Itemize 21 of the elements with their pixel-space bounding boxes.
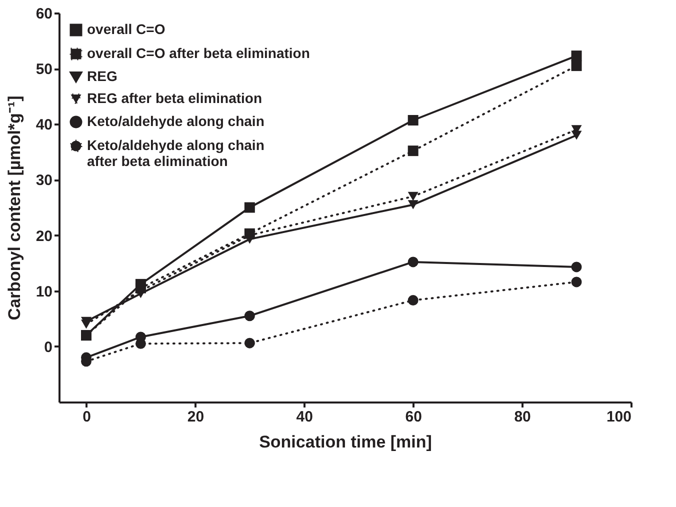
x-tick-label: 20 xyxy=(187,408,204,426)
legend-label: Keto/aldehyde along chain xyxy=(87,113,264,129)
legend-label: Keto/aldehyde along chain after beta elimination xyxy=(87,137,264,169)
y-tick-label: 10 xyxy=(36,283,52,300)
x-tick-label: 80 xyxy=(514,408,531,426)
x-tick-label: 100 xyxy=(606,408,632,426)
y-tick-label: 50 xyxy=(36,61,52,78)
y-tick-label: 60 xyxy=(36,6,52,22)
legend-label: overall C=O xyxy=(87,21,166,37)
y-tick-label: 20 xyxy=(36,228,52,245)
legend-label: REG xyxy=(87,68,118,84)
x-axis-title: Sonication time [min] xyxy=(259,432,432,452)
y-tick-label: 30 xyxy=(36,172,52,190)
legend-label: overall C=O after beta elimination xyxy=(87,45,310,61)
x-tick-label: 60 xyxy=(405,408,422,426)
legend-label: REG after beta elimination xyxy=(87,90,262,106)
x-tick-label: 0 xyxy=(82,408,91,426)
y-tick-label: 40 xyxy=(36,116,52,134)
y-tick-label: 0 xyxy=(44,338,52,356)
x-tick-label: 40 xyxy=(296,408,313,426)
y-axis-title: Carbonyl content [µmol*g⁻¹] xyxy=(4,96,24,320)
